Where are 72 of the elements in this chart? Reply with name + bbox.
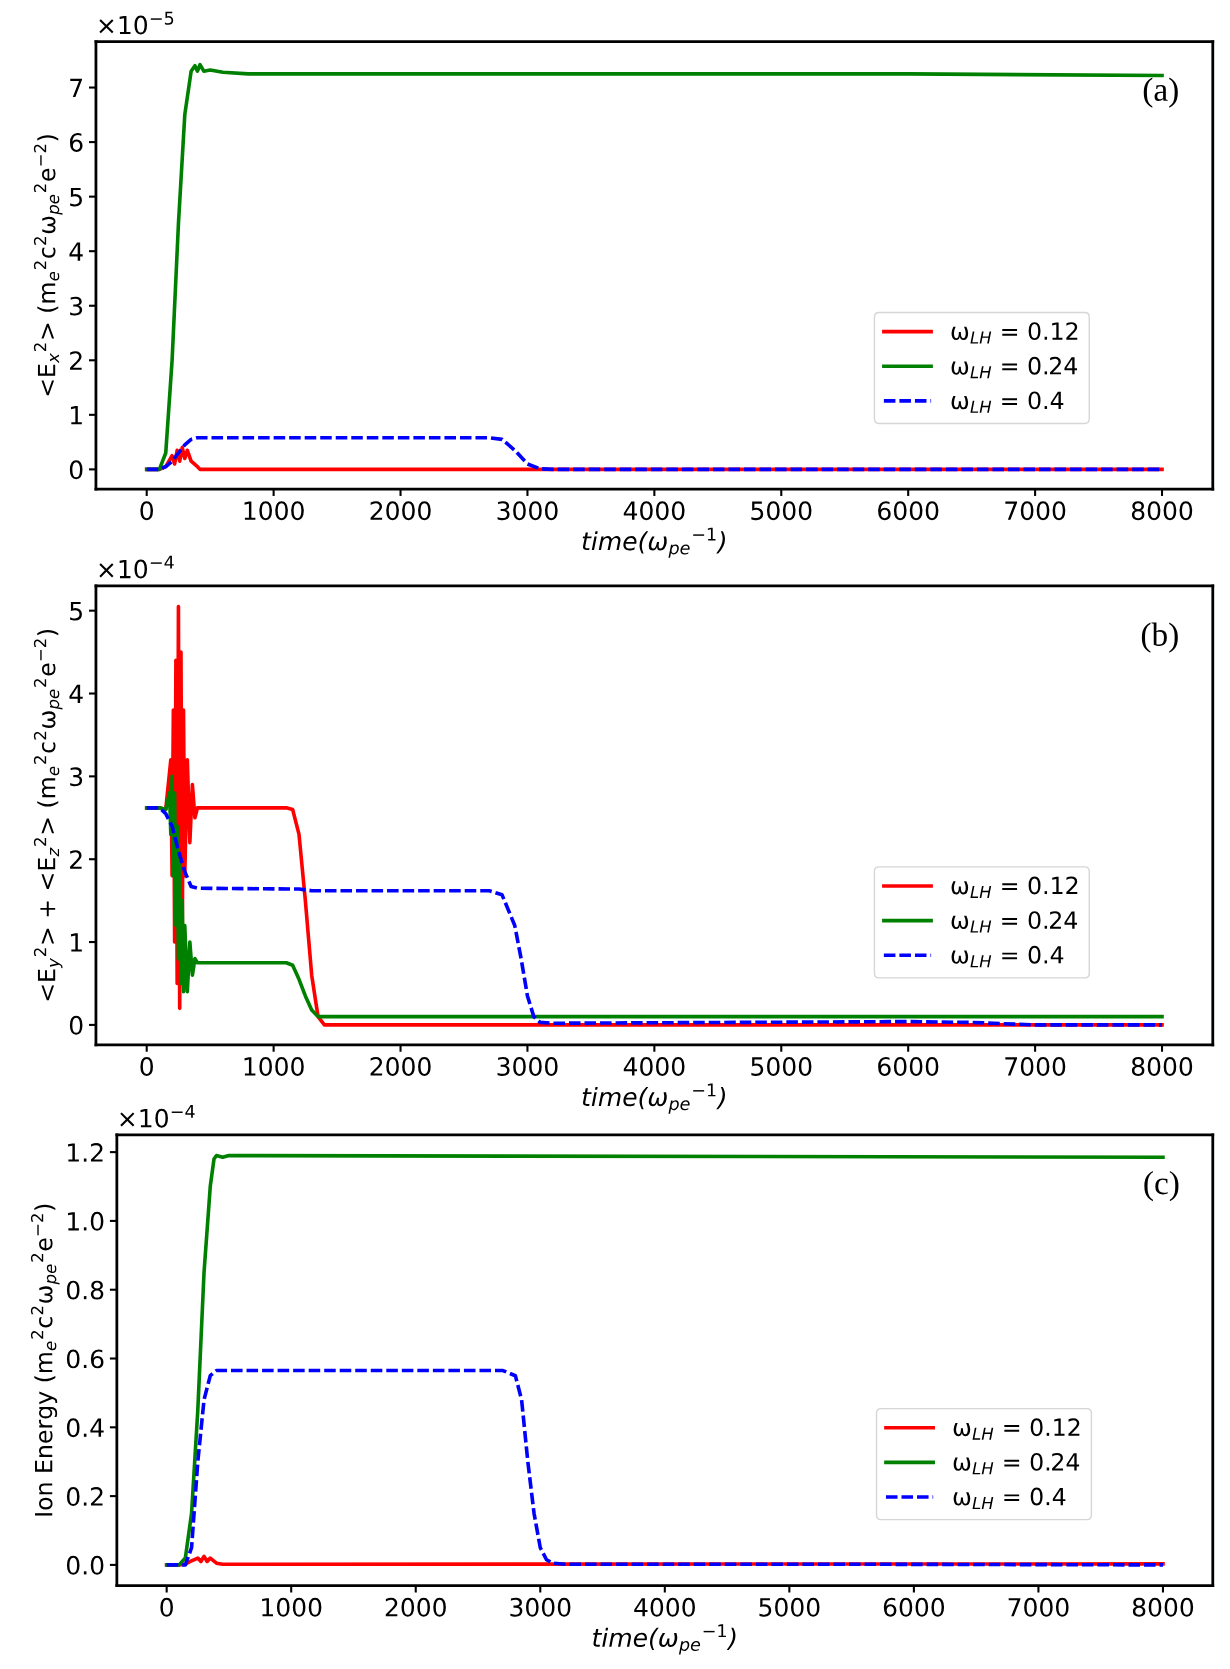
- text: <E$_{y}$$^{2}$> + <E$_{z}$$^{2}$> (m$_{e}$$^{2}$c$^{2}$ω$_{pe}$$^{2}$e$^{−2}$): [33, 629, 63, 1001]
- y-tick-label: 0.2: [66, 1487, 103, 1506]
- x-axis-title: time(ω$_{pe}$$^{−1}$): [582, 527, 725, 558]
- legend-label: ω$_{LH}$ = 0.24: [953, 1452, 1080, 1475]
- legend-label: ω$_{LH}$ = 0.24: [951, 911, 1078, 933]
- x-axis-title: time(ω$_{pe}$$^{−1}$): [593, 1624, 736, 1655]
- x-tick-label: 6000: [878, 1057, 939, 1076]
- x-tick-label: 3000: [497, 501, 558, 521]
- y-tick-label: 2: [70, 351, 82, 370]
- text: Ion Energy (m$_{e}$$^{2}$c$^{2}$ω$_{pe}$$^{2}$e$^{−2}$): [30, 1204, 60, 1516]
- text: <E$_{x}$$^{2}$> (m$_{e}$$^{2}$c$^{2}$ω$_{pe}$$^{2}$e$^{−2}$): [33, 135, 63, 396]
- y-tick-label: 6: [69, 133, 83, 152]
- y-tick-label: 5: [70, 187, 82, 207]
- legend-label: ω$_{LH}$ = 0.4: [953, 1487, 1066, 1509]
- annotation: (b): [1141, 622, 1178, 653]
- y-tick-label: 4: [69, 684, 83, 704]
- x-tick-label: 4000: [634, 1597, 695, 1617]
- y-tick-label: 0.4: [66, 1418, 104, 1438]
- x-tick-label: 4000: [623, 1057, 685, 1076]
- y-tick-label: 7: [70, 78, 82, 98]
- x-tick-label: 8000: [1131, 501, 1193, 521]
- x-tick-label: 0: [160, 1597, 173, 1617]
- legend-label: ω$_{LH}$ = 0.12: [951, 876, 1078, 898]
- legend-label: ω$_{LH}$ = 0.12: [951, 322, 1078, 344]
- x-tick-label: 1000: [262, 1597, 322, 1617]
- y-tick-label: 3: [70, 296, 83, 316]
- y-tick-label: 0: [69, 1015, 83, 1035]
- x-tick-label: 3000: [497, 1057, 558, 1076]
- y-tick-label: 0.0: [66, 1555, 104, 1575]
- legend-label: ω$_{LH}$ = 0.12: [953, 1418, 1080, 1440]
- x-tick-label: 2000: [385, 1597, 446, 1617]
- x-tick-label: 1000: [244, 1057, 304, 1076]
- annotation: (a): [1143, 77, 1178, 108]
- y-tick-label: 5: [70, 601, 82, 621]
- line-series: [164, 1368, 1165, 1567]
- x-tick-label: 1000: [244, 501, 304, 521]
- x-tick-label: 0: [140, 1057, 153, 1076]
- x-axis-title: time(ω$_{pe}$$^{−1}$): [582, 1083, 725, 1114]
- y-tick-label: 1: [70, 406, 82, 425]
- x-tick-label: 6000: [878, 501, 939, 521]
- text: ×10$^{−4}$: [120, 1104, 195, 1128]
- y-tick-label: 3: [70, 767, 83, 787]
- text: ×10$^{−5}$: [99, 11, 174, 35]
- x-tick-label: 6000: [883, 1597, 945, 1617]
- line-series: [144, 806, 1164, 1027]
- annotation: (c): [1144, 1170, 1179, 1202]
- x-tick-label: 5000: [759, 1597, 820, 1617]
- x-tick-label: 8000: [1132, 1597, 1194, 1617]
- y-tick-label: 1: [70, 933, 82, 952]
- y-tick-label: 1.2: [68, 1143, 103, 1162]
- x-tick-label: 7000: [1005, 1057, 1066, 1076]
- x-tick-label: 2000: [370, 501, 431, 521]
- x-tick-label: 0: [140, 501, 153, 521]
- x-tick-label: 7000: [1008, 1597, 1069, 1617]
- y-tick-label: 1.0: [68, 1211, 104, 1231]
- x-tick-label: 4000: [623, 501, 685, 521]
- legend-label: ω$_{LH}$ = 0.4: [951, 945, 1064, 968]
- x-tick-label: 5000: [751, 1057, 812, 1076]
- x-tick-label: 3000: [510, 1597, 571, 1617]
- y-tick-label: 0: [69, 460, 83, 480]
- y-tick-label: 0.6: [66, 1349, 104, 1369]
- x-tick-label: 5000: [751, 501, 812, 521]
- y-tick-label: 4: [69, 242, 83, 261]
- x-tick-label: 8000: [1131, 1057, 1193, 1076]
- legend-label: ω$_{LH}$ = 0.4: [951, 391, 1064, 413]
- legend-label: ω$_{LH}$ = 0.24: [951, 356, 1078, 379]
- y-tick-label: 0.8: [66, 1280, 104, 1300]
- x-tick-label: 7000: [1005, 501, 1066, 521]
- x-tick-label: 2000: [370, 1057, 431, 1076]
- y-tick-label: 2: [70, 850, 82, 869]
- text: ×10$^{−4}$: [99, 555, 174, 579]
- line-series: [144, 774, 1164, 1019]
